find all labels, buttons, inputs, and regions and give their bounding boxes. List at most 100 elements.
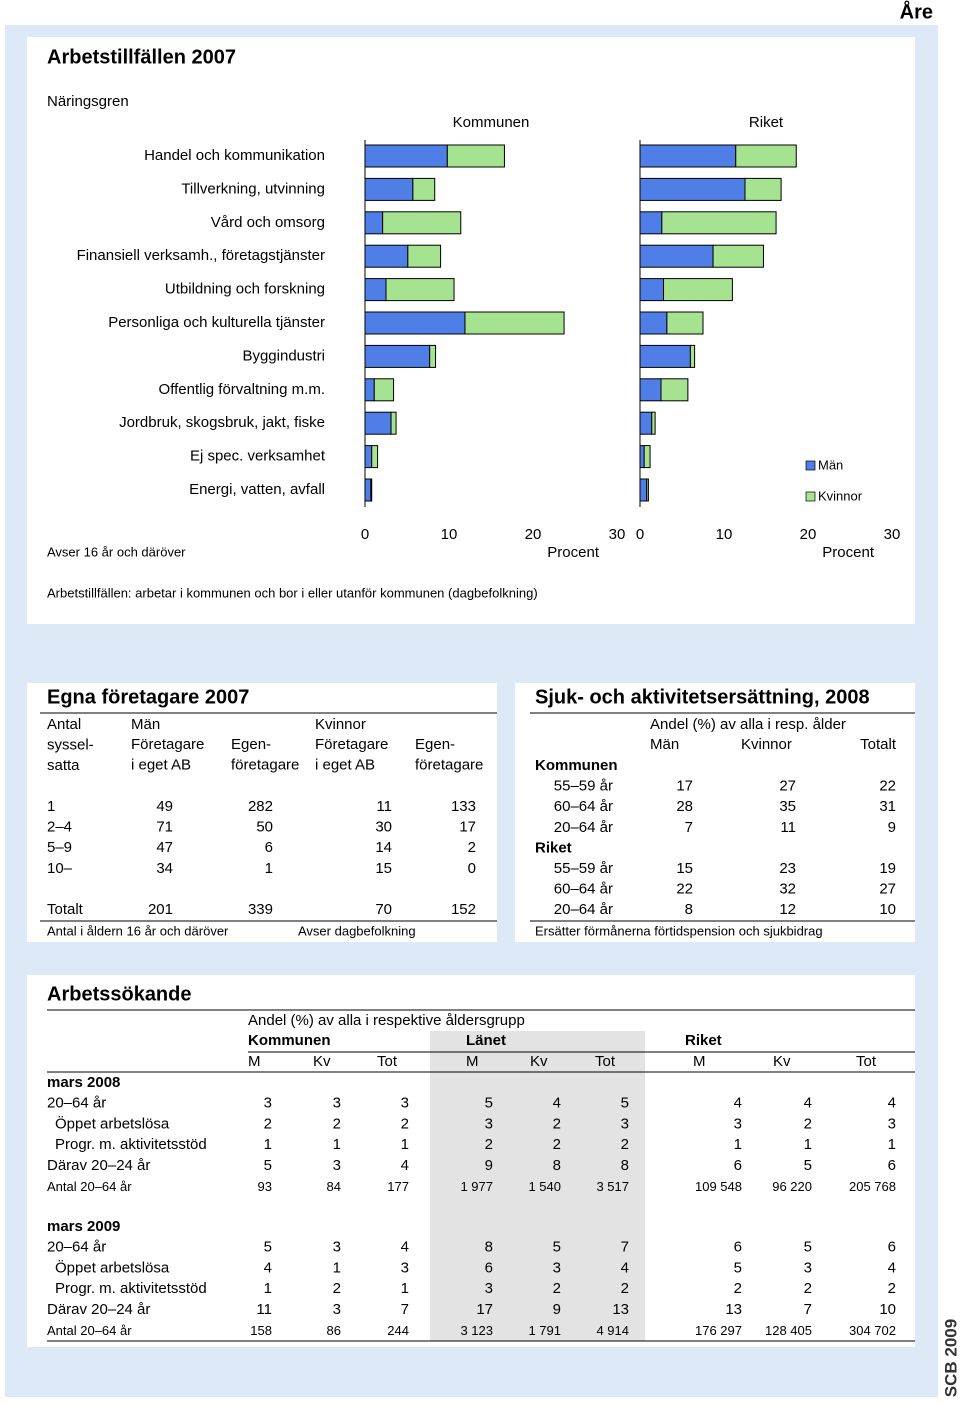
table-cell: 19: [879, 860, 896, 877]
bar-segment: [639, 344, 691, 368]
table-cell: 4: [621, 1259, 629, 1276]
table-subtitle: Andel (%) av alla i respektive åldersgru…: [248, 1012, 525, 1029]
table-header: Företagare: [131, 736, 204, 753]
category-label: Handel och kommunikation: [144, 147, 325, 164]
table-cell: 5: [804, 1157, 812, 1174]
table-cell: 4 914: [596, 1323, 629, 1338]
table-cell: 1 540: [528, 1179, 561, 1194]
table-cell: 3: [333, 1157, 341, 1174]
table-cell: 4: [401, 1239, 409, 1256]
x-axis-title: Procent: [547, 544, 600, 561]
bar-segment: [390, 411, 397, 435]
bar-segment: [364, 478, 372, 502]
table-cell: 9: [888, 819, 896, 836]
bar-segment: [651, 411, 656, 435]
table-cell: 177: [387, 1179, 409, 1194]
table-cell: 60–64 år: [554, 881, 613, 898]
row-label: Öppet arbetslösa: [55, 1114, 170, 1132]
table-cell: 5–9: [47, 839, 72, 856]
table-cell: 3: [401, 1095, 409, 1112]
table-header: Kv: [313, 1053, 331, 1070]
table-cell: 96 220: [772, 1179, 812, 1194]
table-cell: 11: [256, 1301, 272, 1318]
category-label: Finansiell verksamh., företagstjänster: [77, 247, 325, 264]
table-cell: 7: [401, 1301, 409, 1318]
table-cell: 1 791: [528, 1323, 561, 1338]
table-header: syssel-: [47, 736, 94, 753]
bar-segment: [373, 378, 395, 402]
bar-segment: [364, 278, 387, 302]
section-title: Arbetssökande: [47, 983, 192, 1005]
row-label: Antal 20–64 år: [47, 1179, 132, 1194]
table-cell: 20–64 år: [554, 901, 613, 918]
table-cell: 2: [553, 1280, 561, 1297]
x-tick-label: 20: [525, 526, 542, 543]
bar-segment: [446, 144, 505, 168]
table-cell: 8: [685, 901, 693, 918]
category-label: Tillverkning, utvinning: [181, 180, 325, 197]
table-cell: 17: [676, 778, 693, 795]
legend-label: Män: [818, 457, 843, 472]
table-cell: 7: [621, 1239, 629, 1256]
table-cell: 11: [376, 798, 392, 815]
bar-segment: [660, 378, 689, 402]
table-header: Totalt: [860, 736, 897, 753]
table-cell: 50: [256, 819, 273, 836]
bar-segment: [364, 177, 414, 201]
table-cell: 2: [553, 1136, 561, 1153]
legend-swatch: [805, 460, 816, 471]
table-cell: 22: [676, 881, 693, 898]
table-cell: 22: [879, 778, 896, 795]
table-header: Riket: [685, 1032, 722, 1049]
bar-segment: [639, 211, 663, 235]
table-cell: 7: [804, 1301, 812, 1318]
table-cell: 4: [734, 1095, 742, 1112]
table-header: Kvinnor: [315, 716, 366, 733]
table-cell: 47: [156, 839, 173, 856]
bar-segment: [639, 378, 662, 402]
bar-segment: [407, 244, 442, 268]
table-cell: 3: [264, 1095, 272, 1112]
bar-segment: [735, 144, 797, 168]
table-cell: 1: [265, 860, 273, 877]
bar-segment: [663, 278, 733, 302]
bar-segment: [639, 411, 653, 435]
table-cell: 6: [485, 1259, 493, 1276]
bar-segment: [364, 244, 409, 268]
table-header: Kv: [530, 1053, 548, 1070]
table-cell: 1: [264, 1136, 272, 1153]
table-header: Egen-: [231, 736, 271, 753]
table-cell: 27: [879, 881, 896, 898]
table-header: i eget AB: [131, 756, 191, 773]
row-label: Därav 20–24 år: [47, 1157, 150, 1174]
table-cell: 4: [553, 1095, 561, 1112]
bar-segment: [364, 311, 466, 335]
table-cell: 2: [333, 1115, 341, 1132]
bar-segment: [639, 144, 737, 168]
table-cell: 6: [734, 1157, 742, 1174]
bar-segment: [364, 445, 373, 469]
table-cell: 3: [485, 1115, 493, 1132]
category-label: Byggindustri: [242, 347, 325, 364]
footnote: Avser 16 år och däröver: [47, 544, 186, 559]
table-cell: 13: [612, 1301, 629, 1318]
table-cell: 128 405: [765, 1323, 812, 1338]
source: SCB 2009: [941, 1319, 960, 1397]
table-cell: 55–59 år: [554, 778, 613, 795]
x-tick-label: 10: [441, 526, 458, 543]
table-header: Kommunen: [248, 1032, 331, 1049]
table-cell: 3 517: [596, 1179, 629, 1194]
table-header: Män: [131, 716, 160, 733]
table-cell: 31: [879, 798, 896, 815]
table-cell: 3: [734, 1115, 742, 1132]
x-tick-label: 0: [361, 526, 369, 543]
place-name: Åre: [900, 0, 933, 23]
category-label: Vård och omsorg: [211, 214, 325, 231]
x-tick-label: 0: [636, 526, 644, 543]
x-tick-label: 30: [884, 526, 901, 543]
group-label: Kommunen: [535, 757, 618, 774]
y-axis-title: Näringsgren: [47, 93, 129, 110]
table-cell: 2: [401, 1115, 409, 1132]
table-cell: 8: [485, 1239, 493, 1256]
